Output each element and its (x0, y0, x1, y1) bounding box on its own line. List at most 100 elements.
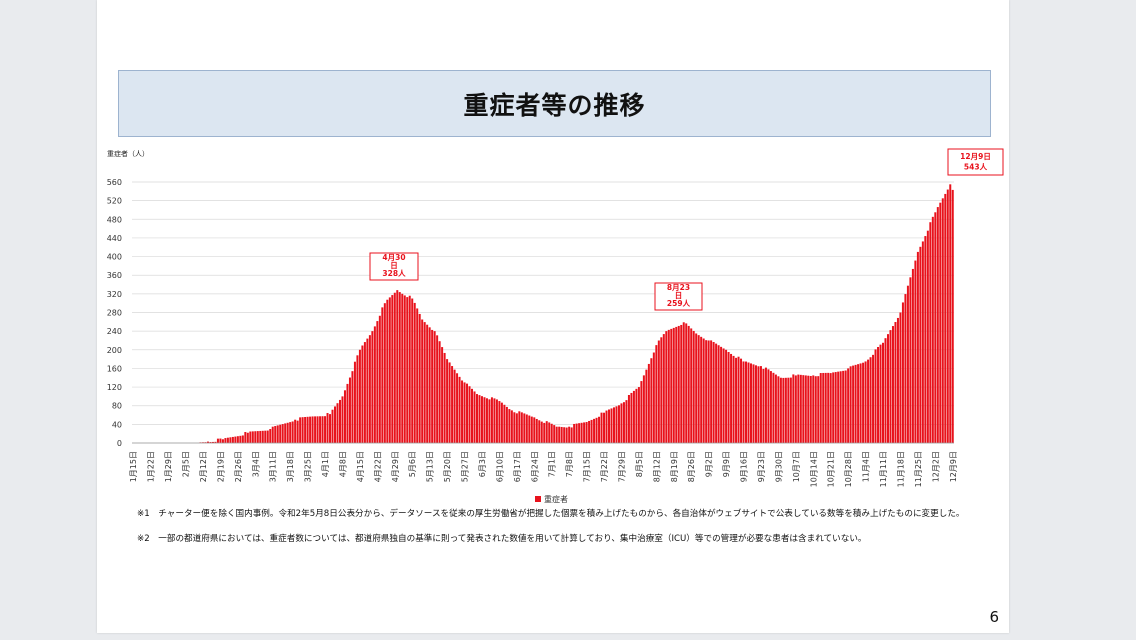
legend-swatch (535, 496, 541, 502)
data-bar (882, 342, 885, 443)
data-bar (617, 405, 620, 443)
data-bar (916, 251, 919, 443)
data-bar (480, 396, 483, 443)
data-bar (236, 436, 239, 443)
data-bar (777, 376, 780, 443)
x-tick-label: 9月30日 (774, 451, 783, 482)
data-bar (530, 416, 533, 443)
data-bar (314, 416, 317, 443)
data-bar (306, 416, 309, 443)
data-bar (503, 404, 506, 443)
x-tick-label: 6月24日 (530, 451, 539, 482)
data-bar (904, 294, 907, 443)
data-bar (274, 426, 277, 443)
data-bar (570, 427, 573, 443)
data-bar (717, 345, 720, 443)
data-bar (386, 299, 389, 443)
data-bar (548, 422, 551, 443)
data-bar (779, 377, 782, 443)
x-tick-label: 1月15日 (129, 451, 138, 482)
data-bar (485, 398, 488, 443)
data-bar (610, 408, 613, 443)
data-bar (710, 340, 713, 443)
data-bar (563, 427, 566, 443)
data-bar (206, 441, 209, 443)
data-bar (625, 400, 628, 443)
data-bar (705, 340, 708, 443)
data-bar (946, 189, 949, 443)
data-bar (797, 374, 800, 443)
data-bar (687, 325, 690, 443)
data-bar (376, 321, 379, 443)
data-bar (473, 391, 476, 443)
data-bar (677, 325, 680, 443)
data-bar (508, 409, 511, 443)
slide-title: 重症者等の推移 (463, 90, 646, 120)
data-bar (523, 413, 526, 443)
callout-text: 12月9日 (960, 152, 991, 161)
data-bar (812, 375, 815, 443)
data-bar (261, 430, 264, 443)
data-bar (680, 324, 683, 443)
data-bar (281, 424, 284, 443)
x-tick-label: 2月12日 (199, 451, 208, 482)
data-bar (911, 268, 914, 443)
data-bar (543, 422, 546, 443)
data-bar (630, 392, 633, 443)
x-tick-label: 10月28日 (844, 451, 853, 487)
x-tick-label: 11月4日 (862, 451, 871, 482)
data-bar (857, 364, 860, 443)
data-bar (451, 366, 454, 443)
data-bar (246, 432, 249, 443)
data-bar (406, 297, 409, 443)
data-bar (388, 297, 391, 443)
data-bar (490, 397, 493, 443)
data-bar (730, 353, 733, 443)
data-bar (583, 422, 586, 443)
data-bar (588, 420, 591, 443)
data-bar (319, 416, 322, 443)
data-bar (231, 436, 234, 443)
x-tick-label: 4月15日 (356, 451, 365, 482)
x-tick-label: 12月2日 (931, 451, 940, 482)
data-bar (438, 341, 441, 443)
x-tick-label: 6月17日 (513, 451, 522, 482)
data-bar (667, 329, 670, 443)
data-bar (294, 419, 297, 443)
data-bar (478, 395, 481, 443)
data-bar (448, 362, 451, 443)
data-bar (642, 375, 645, 443)
data-bar (403, 295, 406, 443)
data-bar (266, 430, 269, 443)
data-bar (441, 347, 444, 443)
data-bar (324, 416, 327, 443)
data-bar (289, 422, 292, 443)
data-bar (239, 435, 242, 443)
data-bar (809, 375, 812, 443)
data-bar (670, 328, 673, 443)
data-bar (909, 277, 912, 443)
data-bar (722, 348, 725, 443)
data-bar (269, 429, 272, 443)
data-bar (837, 371, 840, 443)
y-axis-label: 重症者（人） (107, 149, 149, 158)
data-bar (675, 326, 678, 443)
data-bar (936, 207, 939, 443)
data-bar (533, 417, 536, 443)
data-bar (869, 357, 872, 443)
data-bar (603, 412, 606, 443)
data-bar (814, 376, 817, 443)
y-tick-label: 400 (107, 253, 122, 262)
data-bar (720, 346, 723, 443)
data-bar (794, 375, 797, 443)
data-bar (568, 426, 571, 443)
y-tick-label: 160 (107, 364, 122, 373)
data-bar (901, 302, 904, 443)
data-bar (864, 361, 867, 443)
y-tick-label: 200 (107, 346, 122, 355)
data-bar (580, 422, 583, 443)
data-bar (819, 373, 822, 443)
data-bar (331, 409, 334, 443)
data-bar (466, 383, 469, 443)
data-bar (224, 438, 227, 443)
